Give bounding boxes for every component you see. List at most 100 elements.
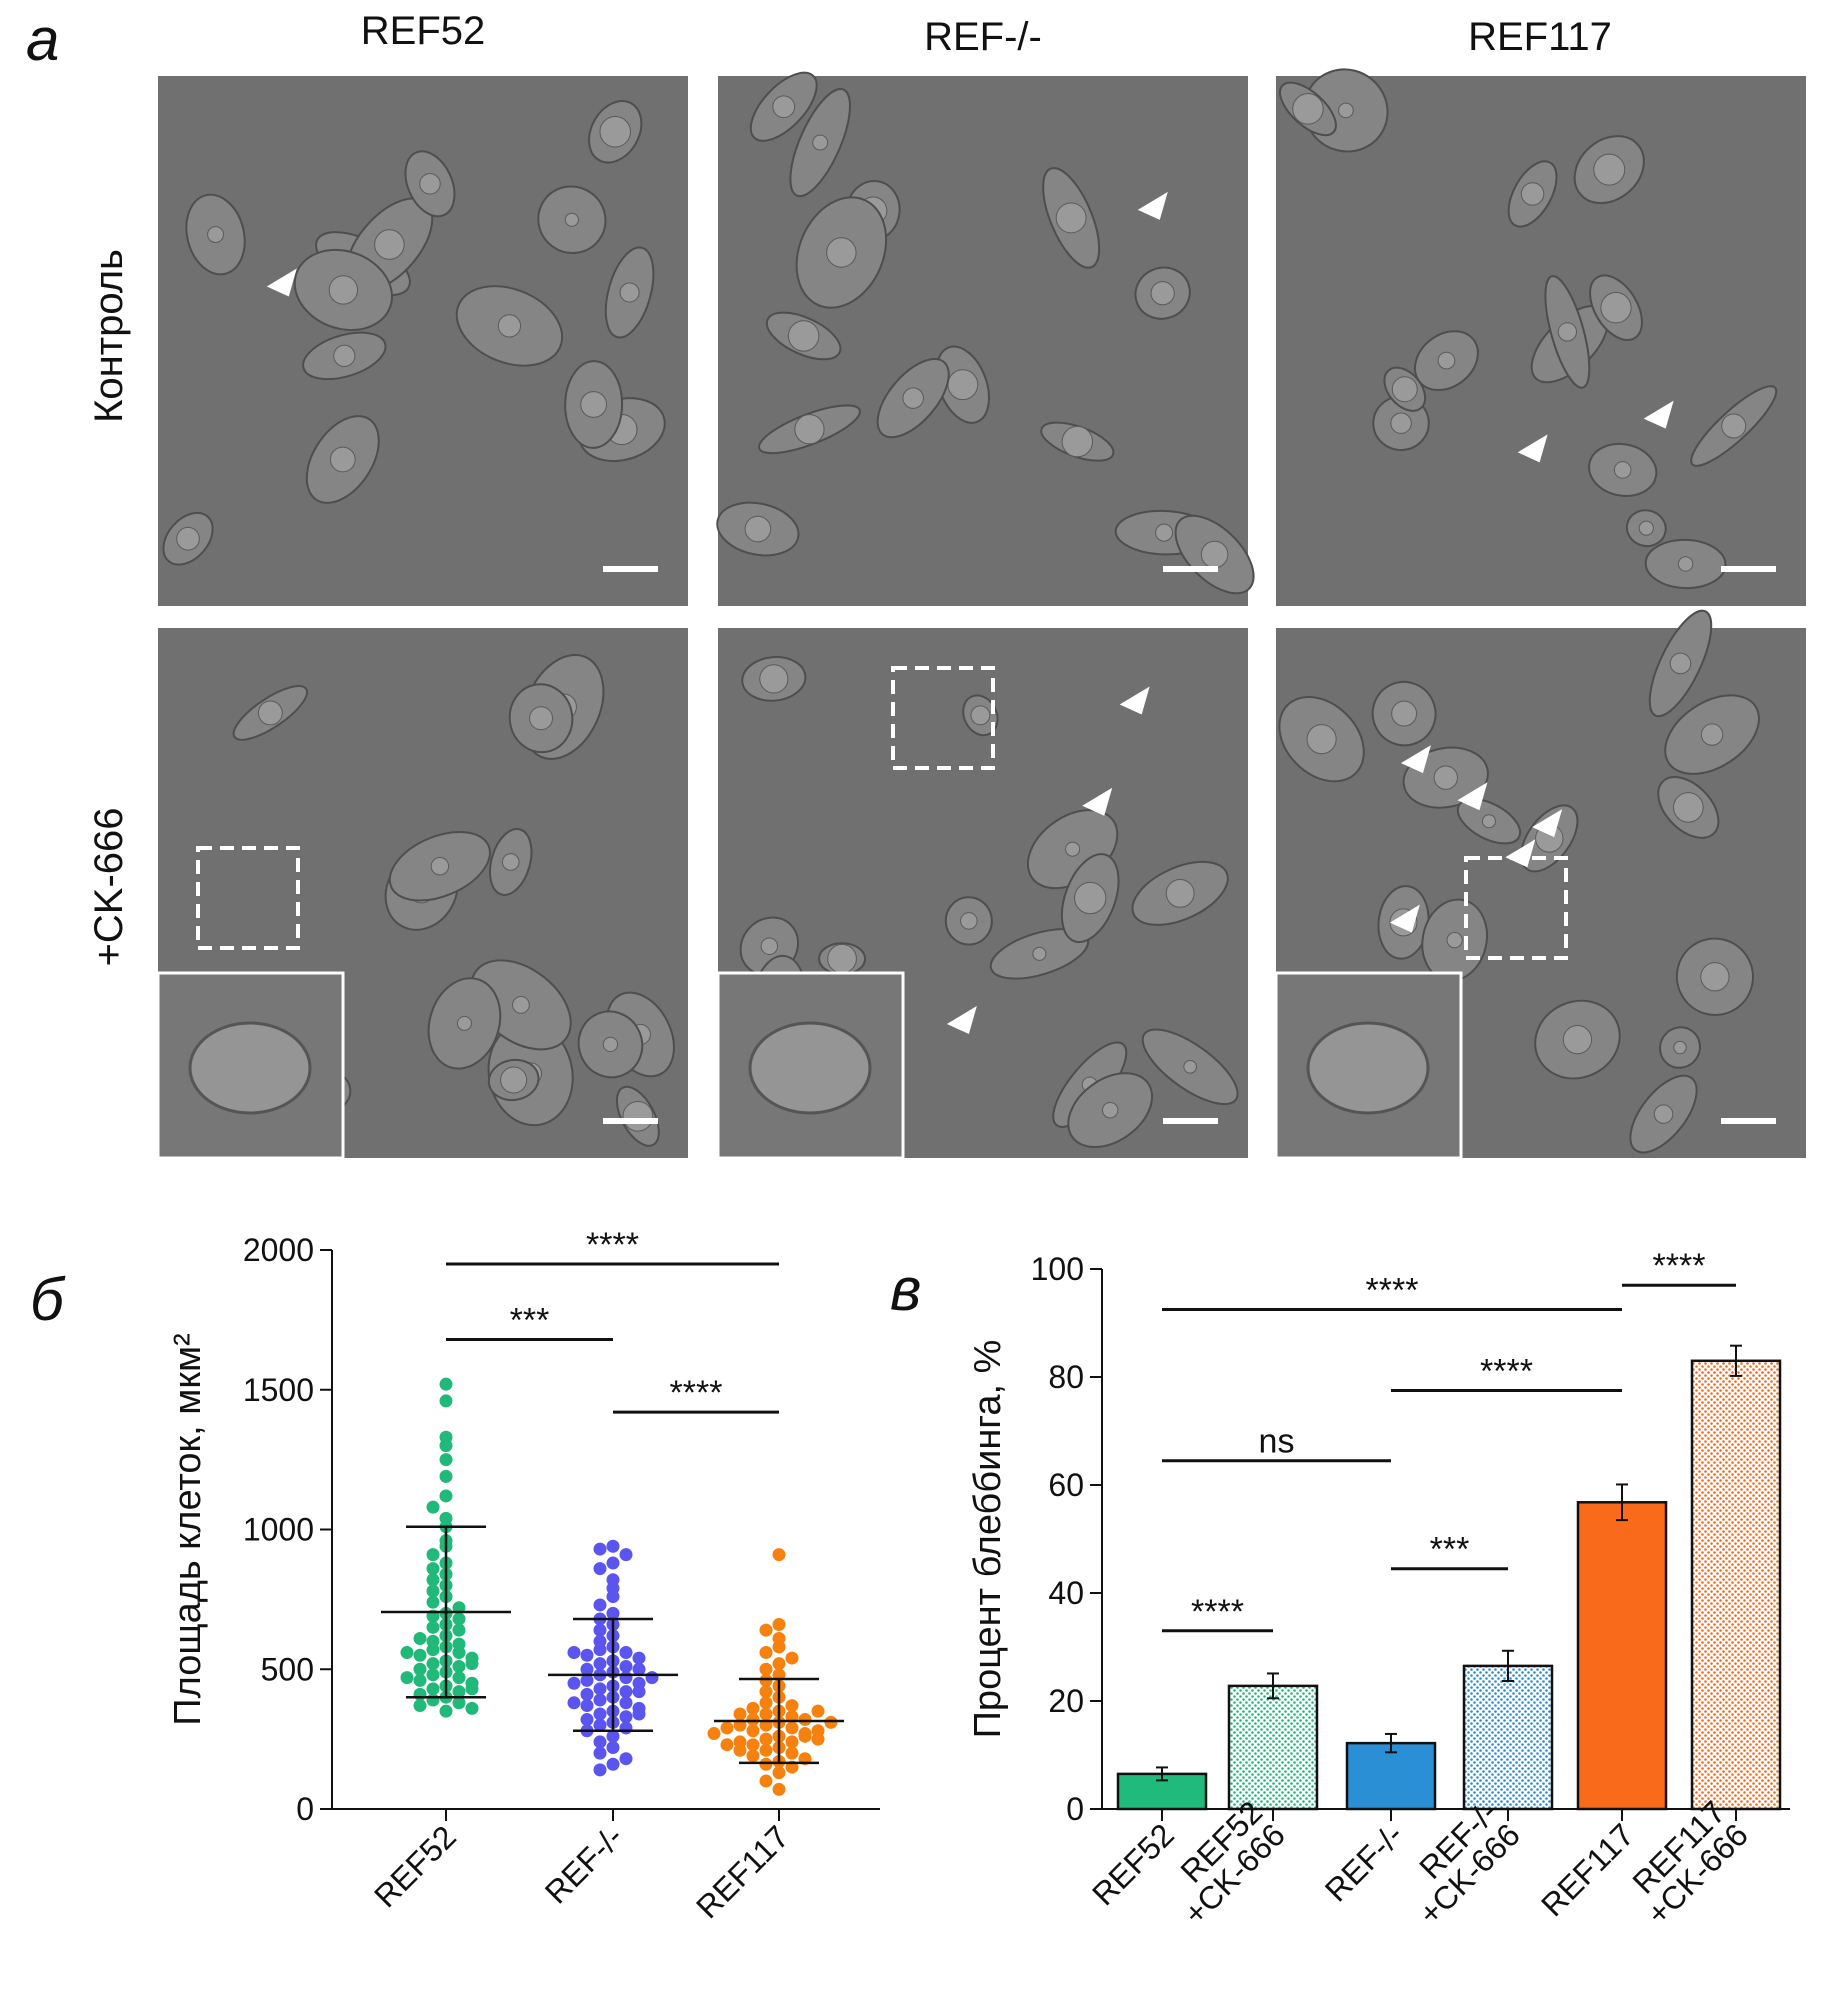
data-point <box>413 1699 427 1713</box>
significance-label: **** <box>1653 1247 1706 1285</box>
significance-label: *** <box>510 1301 550 1339</box>
bar <box>1690 1359 1782 1811</box>
cell-body <box>772 95 796 119</box>
significance-label: *** <box>1430 1531 1470 1569</box>
micrograph <box>158 76 688 606</box>
data-point <box>439 1704 453 1718</box>
significance-label: **** <box>670 1374 723 1412</box>
cell-body <box>1292 93 1324 125</box>
cell-body <box>827 943 857 974</box>
data-point <box>593 1682 607 1696</box>
scale-bar <box>1163 1118 1218 1124</box>
data-point <box>619 1645 633 1659</box>
column-title: REF117 <box>1468 15 1612 59</box>
cell-body <box>1600 292 1632 324</box>
cell-body <box>622 1100 654 1132</box>
y-tick-label: 0 <box>296 1791 314 1827</box>
significance-label: **** <box>1191 1593 1244 1631</box>
data-point <box>580 1648 594 1662</box>
data-point <box>759 1743 773 1757</box>
data-point <box>759 1673 773 1687</box>
data-point <box>720 1721 734 1735</box>
cell-body <box>794 414 825 445</box>
data-point <box>465 1682 479 1696</box>
panel-label: в <box>890 1256 921 1323</box>
data-point <box>746 1749 760 1763</box>
data-point <box>413 1687 427 1701</box>
data-point <box>567 1676 581 1690</box>
cell-body <box>1061 425 1094 458</box>
cell-body <box>333 344 356 367</box>
data-point <box>567 1696 581 1710</box>
data-point <box>426 1500 440 1514</box>
data-point <box>619 1659 633 1673</box>
data-point <box>593 1735 607 1749</box>
y-tick-label: 100 <box>1031 1251 1084 1287</box>
x-tick-label: REF-/- <box>1318 1816 1410 1908</box>
cell-body <box>207 226 224 243</box>
data-point <box>426 1668 440 1682</box>
cell-body <box>1055 202 1087 234</box>
data-point <box>593 1562 607 1576</box>
data-point <box>439 1489 453 1503</box>
scale-bar <box>1163 566 1218 572</box>
cell-body <box>1155 523 1174 542</box>
data-point <box>452 1685 466 1699</box>
y-axis-title: Площадь клеток, мкм² <box>167 1333 209 1725</box>
micrograph <box>716 71 1255 606</box>
significance-label: **** <box>1366 1272 1419 1310</box>
data-point <box>439 1453 453 1467</box>
data-point <box>452 1645 466 1659</box>
bar <box>1227 1684 1319 1811</box>
data-point <box>426 1595 440 1609</box>
data-point <box>759 1685 773 1699</box>
bar <box>1576 1501 1668 1811</box>
data-point <box>593 1643 607 1657</box>
y-tick-label: 500 <box>261 1651 314 1687</box>
cell-body <box>1338 102 1354 119</box>
data-point <box>772 1766 786 1780</box>
data-point <box>400 1671 414 1685</box>
row-label: Контроль <box>87 249 131 423</box>
cell-body <box>902 387 924 409</box>
data-point <box>798 1713 812 1727</box>
cell-body <box>456 1015 472 1031</box>
data-point <box>452 1623 466 1637</box>
cell-body <box>512 996 530 1014</box>
data-point <box>759 1623 773 1637</box>
x-tick-label: REF52+CK-666 <box>1154 1794 1292 1932</box>
data-point <box>593 1693 607 1707</box>
dashed-box <box>1464 856 1568 960</box>
cell-body <box>1700 962 1730 992</box>
data-point <box>759 1645 773 1659</box>
data-point <box>619 1696 633 1710</box>
data-point <box>798 1729 812 1743</box>
data-point <box>439 1469 453 1483</box>
cell-body <box>1520 182 1545 206</box>
data-point <box>580 1699 594 1713</box>
x-tick-label: REF117 <box>689 1818 796 1925</box>
arrowhead <box>266 268 297 297</box>
data-point <box>733 1707 747 1721</box>
dashed-box <box>196 846 300 950</box>
cell-body <box>970 705 991 726</box>
data-point <box>580 1673 594 1687</box>
data-point <box>567 1645 581 1659</box>
data-point <box>606 1606 620 1620</box>
significance-label: ns <box>1259 1423 1295 1461</box>
arrowhead <box>1457 782 1488 811</box>
data-point <box>772 1657 786 1671</box>
cell-body <box>1700 723 1724 746</box>
cell-body <box>374 229 405 260</box>
cell-body <box>1673 792 1704 823</box>
data-point <box>580 1713 594 1727</box>
data-point <box>413 1662 427 1676</box>
data-point <box>785 1735 799 1749</box>
cell-body <box>500 1066 528 1094</box>
bar <box>1462 1664 1554 1811</box>
cell-body <box>960 912 978 930</box>
micrograph <box>1274 609 1806 1160</box>
arrowhead <box>1532 809 1563 838</box>
